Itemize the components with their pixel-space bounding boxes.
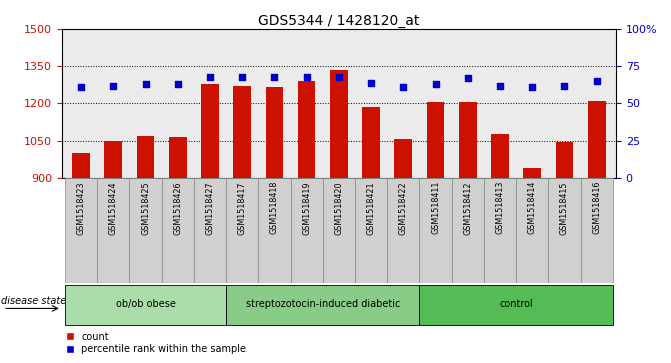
Text: ob/ob obese: ob/ob obese [115, 299, 175, 309]
Bar [548, 178, 580, 283]
Bar [387, 178, 419, 283]
Point [559, 83, 570, 89]
Bar [491, 134, 509, 178]
Point [462, 75, 473, 81]
Bar [97, 178, 130, 283]
Point [527, 84, 537, 90]
Point [333, 74, 344, 79]
Text: GSM1518412: GSM1518412 [463, 181, 472, 234]
Bar [323, 178, 355, 283]
Bar [169, 138, 187, 178]
Point [398, 84, 409, 90]
Bar [162, 178, 194, 283]
Bar [137, 136, 154, 178]
Text: GSM1518421: GSM1518421 [366, 181, 376, 234]
Text: GSM1518411: GSM1518411 [431, 181, 440, 234]
Text: GSM1518420: GSM1518420 [334, 181, 344, 234]
Bar [258, 178, 291, 283]
Point [76, 84, 87, 90]
Bar [201, 83, 219, 178]
Text: GSM1518424: GSM1518424 [109, 181, 118, 234]
Title: GDS5344 / 1428120_at: GDS5344 / 1428120_at [258, 14, 419, 28]
Bar [72, 153, 90, 178]
Text: GSM1518427: GSM1518427 [205, 181, 215, 234]
Bar [65, 285, 226, 325]
Bar [516, 178, 548, 283]
Bar [580, 178, 613, 283]
Legend: count, percentile rank within the sample: count, percentile rank within the sample [66, 331, 246, 355]
Point [140, 81, 151, 87]
Text: GSM1518416: GSM1518416 [592, 181, 601, 234]
Point [237, 74, 248, 79]
Bar [588, 101, 605, 178]
Point [430, 81, 441, 87]
Point [301, 74, 312, 79]
Text: GSM1518414: GSM1518414 [527, 181, 537, 234]
Point [172, 81, 183, 87]
Point [495, 83, 505, 89]
Bar [226, 285, 419, 325]
Text: GSM1518418: GSM1518418 [270, 181, 279, 234]
Point [205, 74, 215, 79]
Bar [459, 102, 476, 178]
Bar [130, 178, 162, 283]
Text: control: control [499, 299, 533, 309]
Text: GSM1518417: GSM1518417 [238, 181, 247, 234]
Bar [355, 178, 387, 283]
Bar [452, 178, 484, 283]
Text: GSM1518422: GSM1518422 [399, 181, 408, 234]
Bar [484, 178, 516, 283]
Bar [105, 141, 122, 178]
Text: GSM1518415: GSM1518415 [560, 181, 569, 234]
Bar [427, 102, 444, 178]
Bar [234, 86, 251, 178]
Bar [298, 81, 315, 178]
Point [591, 78, 602, 84]
Text: GSM1518423: GSM1518423 [76, 181, 86, 234]
Text: streptozotocin-induced diabetic: streptozotocin-induced diabetic [246, 299, 400, 309]
Bar [194, 178, 226, 283]
Bar [523, 168, 541, 178]
Bar [419, 285, 613, 325]
Text: GSM1518426: GSM1518426 [173, 181, 183, 234]
Bar [556, 142, 573, 178]
Bar [330, 70, 348, 178]
Bar [226, 178, 258, 283]
Bar [65, 178, 97, 283]
Text: GSM1518419: GSM1518419 [302, 181, 311, 234]
Bar [266, 87, 283, 178]
Bar [395, 139, 412, 178]
Bar [291, 178, 323, 283]
Text: GSM1518413: GSM1518413 [495, 181, 505, 234]
Bar [362, 107, 380, 178]
Bar [419, 178, 452, 283]
Point [108, 83, 119, 89]
Text: GSM1518425: GSM1518425 [141, 181, 150, 234]
Point [366, 80, 376, 86]
Point [269, 74, 280, 79]
Text: disease state: disease state [1, 295, 66, 306]
